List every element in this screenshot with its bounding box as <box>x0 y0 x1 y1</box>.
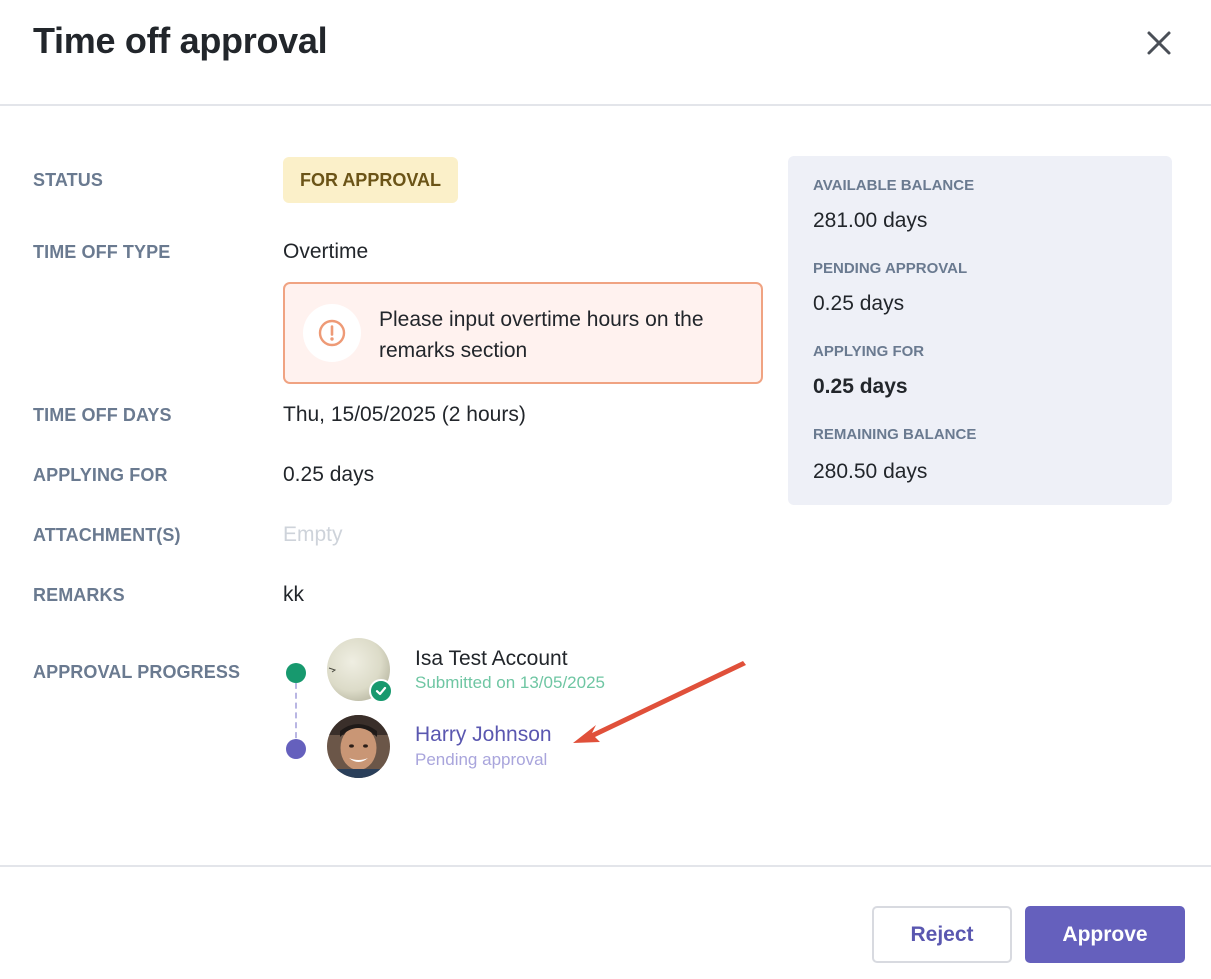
applying-for-balance-value: 0.25 days <box>813 375 908 398</box>
approval-progress-label: APPROVAL PROGRESS <box>33 662 241 682</box>
available-balance-label: AVAILABLE BALANCE <box>813 177 975 194</box>
overtime-warning-box: Please input overtime hours on the remar… <box>283 282 763 384</box>
applying-for-label: APPLYING FOR <box>33 465 168 485</box>
approved-check-badge <box>369 679 393 703</box>
remaining-balance-label: REMAINING BALANCE <box>813 426 977 443</box>
close-icon <box>1147 31 1171 55</box>
status-label: STATUS <box>33 170 103 190</box>
approve-button[interactable]: Approve <box>1025 906 1185 963</box>
footer-divider <box>0 865 1211 867</box>
warning-icon-circle <box>303 304 361 362</box>
approver-name: Isa Test Account <box>415 647 568 670</box>
remarks-label: REMARKS <box>33 585 125 605</box>
remaining-balance-value: 280.50 days <box>813 460 928 483</box>
balance-panel: AVAILABLE BALANCE 281.00 days PENDING AP… <box>788 156 1172 505</box>
approver-name[interactable]: Harry Johnson <box>415 723 552 746</box>
annotation-arrow-icon <box>573 661 746 743</box>
dialog-header: Time off approval <box>0 0 1211 106</box>
applying-for-balance-label: APPLYING FOR <box>813 343 925 360</box>
pending-approval-label: PENDING APPROVAL <box>813 260 968 277</box>
timeline-dot-pending <box>286 739 306 759</box>
time-off-type-value: Overtime <box>283 240 369 263</box>
status-badge: FOR APPROVAL <box>283 157 458 203</box>
time-off-type-label: TIME OFF TYPE <box>33 242 171 262</box>
attachments-label: ATTACHMENT(S) <box>33 525 181 545</box>
reject-button[interactable]: Reject <box>872 906 1012 963</box>
applying-for-value: 0.25 days <box>283 463 375 486</box>
dialog-title: Time off approval <box>33 20 328 61</box>
timeline-dot-completed <box>286 663 306 683</box>
remarks-value: kk <box>283 583 304 606</box>
approver-status: Pending approval <box>415 750 548 769</box>
avatar <box>327 715 390 778</box>
time-off-days-value: Thu, 15/05/2025 (2 hours) <box>283 403 526 426</box>
exclamation-icon <box>318 319 346 347</box>
time-off-days-label: TIME OFF DAYS <box>33 405 172 425</box>
approver-status: Submitted on 13/05/2025 <box>415 673 605 692</box>
close-button[interactable] <box>1140 24 1178 62</box>
warning-message: Please input overtime hours on the remar… <box>379 308 704 362</box>
check-icon <box>375 686 387 696</box>
available-balance-value: 281.00 days <box>813 209 928 232</box>
attachments-value: Empty <box>283 523 343 546</box>
timeline-connector <box>295 673 297 748</box>
pending-approval-value: 0.25 days <box>813 292 905 315</box>
